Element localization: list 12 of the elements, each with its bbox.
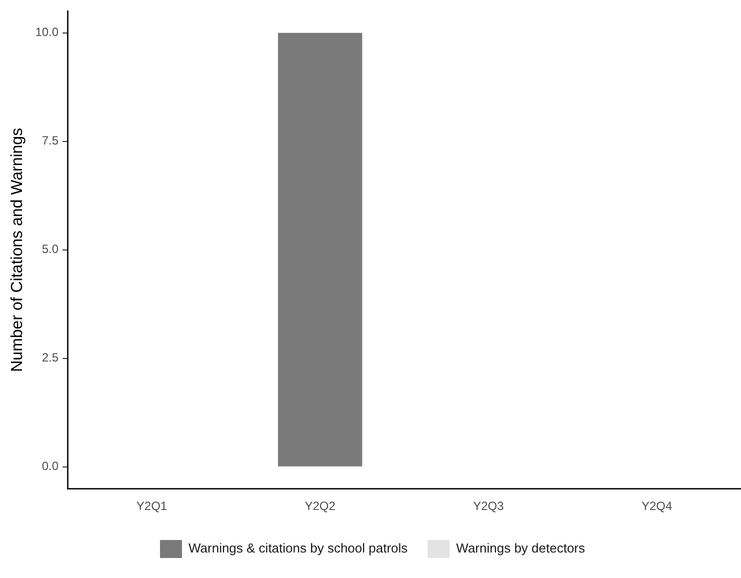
x-tick-label: Y2Q1 (136, 499, 168, 514)
y-axis-title: Number of Citations and Warnings (9, 128, 26, 372)
y-tick-label: 10.0 (35, 25, 59, 40)
y-tick-label: 7.5 (42, 134, 59, 148)
x-tick-label: Y2Q2 (304, 499, 336, 514)
y-tick-label: 5.0 (42, 242, 59, 256)
legend-label: Warnings by detectors (456, 540, 586, 556)
y-tick-label: 0.0 (42, 459, 59, 474)
x-tick-label: Y2Q4 (641, 499, 672, 514)
y-tick-label: 2.5 (42, 350, 59, 365)
x-tick-label: Y2Q3 (473, 499, 504, 514)
legend-label: Warnings & citations by school patrols (188, 540, 408, 556)
